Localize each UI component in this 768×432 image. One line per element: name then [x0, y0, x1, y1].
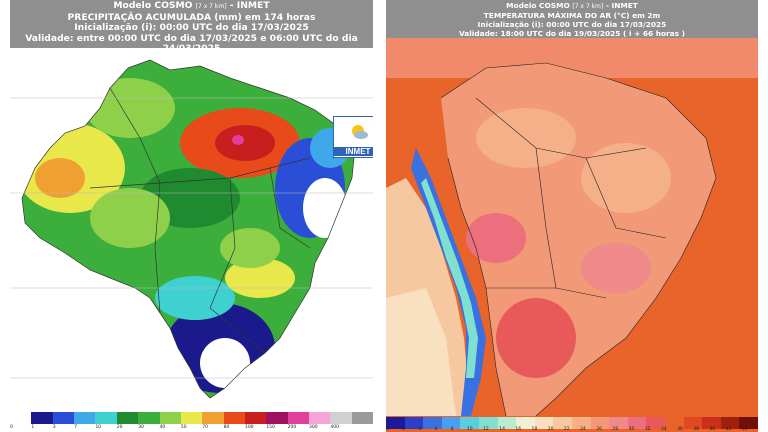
colorbar-tick-label: 8 — [450, 427, 454, 432]
colorbar-tick-label: 14 — [499, 427, 505, 432]
colorbar-swatch — [739, 417, 758, 429]
colorbar-swatch — [31, 412, 53, 424]
colorbar-tick-label: 10 — [466, 427, 473, 432]
colorbar-tick-label: 30 — [138, 425, 144, 430]
colorbar-swatch — [460, 417, 479, 429]
colorbar-swatch — [74, 412, 96, 424]
colorbar-tick-label: 40 — [159, 425, 166, 430]
precipitation-map-panel: Modelo COSMO [7 x 7 km] - INMET PRECIPIT… — [10, 0, 373, 432]
inmet-logo: INMET — [333, 116, 373, 158]
temperature-map-header: Modelo COSMO [7 x 7 km] - INMET TEMPERAT… — [386, 0, 758, 39]
colorbar-tick-label: 18 — [531, 427, 538, 432]
colorbar-swatch — [52, 412, 75, 424]
model-title: Modelo COSMO [7 x 7 km] - INMET — [113, 0, 270, 11]
colorbar-tick-label: 50 — [180, 425, 187, 430]
colorbar-swatch — [287, 412, 310, 424]
colorbar-tick-label: 42 — [725, 427, 732, 432]
colorbar-tick-label: 24 — [580, 427, 586, 432]
colorbar-tick-label: 70 — [202, 425, 208, 430]
temperature-map — [386, 38, 758, 416]
colorbar-tick-label: 22 — [563, 427, 570, 432]
colorbar-tick-label: 12 — [483, 427, 489, 432]
colorbar-swatch — [720, 417, 740, 429]
colorbar-swatch — [441, 417, 461, 429]
colorbar-tick-label: 20 — [116, 425, 123, 430]
colorbar-tick-label: 40 — [709, 427, 716, 432]
colorbar-tick-label: 150 — [266, 425, 275, 430]
colorbar-tick-label: 10 — [95, 425, 102, 430]
colorbar-tick-label: 1 — [31, 425, 35, 430]
colorbar-swatch — [223, 412, 245, 424]
colorbar-tick-label: 200 — [287, 425, 297, 430]
precipitation-colorbar — [10, 412, 373, 424]
colorbar-swatch — [95, 412, 117, 424]
colorbar-swatch — [309, 412, 331, 424]
colorbar-tick-label: 30 — [628, 427, 635, 432]
colorbar-tick-label: 6 — [434, 427, 438, 432]
colorbar-swatch — [10, 412, 32, 424]
colorbar-swatch — [330, 412, 352, 424]
colorbar-tick-label: 38 — [693, 427, 699, 432]
validity-line: Validade: 18:00 UTC do dia 19/03/2025 ( … — [458, 29, 686, 38]
colorbar-tick-label: 7 — [74, 425, 77, 430]
initialization-line: Inicialização (i): 00:00 UTC do dia 17/0… — [477, 20, 667, 29]
product-title: TEMPERATURA MÁXIMA DO AR (°C) em 2m — [483, 11, 661, 20]
colorbar-swatch — [116, 412, 139, 424]
colorbar-tick-label: 3 — [52, 425, 56, 430]
temperature-map-panel: Modelo COSMO [7 x 7 km] - INMET TEMPERAT… — [386, 0, 758, 432]
colorbar-tick-label: 100 — [244, 425, 254, 430]
colorbar-tick-label: 400 — [330, 425, 339, 430]
colorbar-swatch — [138, 412, 160, 424]
colorbar-tick-label: 36 — [677, 427, 683, 432]
colorbar-tick-label: 28 — [612, 427, 619, 432]
colorbar-swatch — [683, 417, 703, 429]
colorbar-tick-label — [352, 425, 373, 430]
colorbar-swatch — [702, 417, 721, 429]
colorbar-swatch — [646, 417, 665, 429]
colorbar-tick-label: 80 — [223, 425, 230, 430]
colorbar-swatch — [244, 412, 267, 424]
colorbar-swatch — [553, 417, 572, 429]
colorbar-tick-label: 34 — [660, 427, 667, 432]
colorbar-swatch — [351, 412, 373, 424]
weather-sun-icon — [352, 125, 368, 139]
colorbar-swatch — [516, 417, 535, 429]
colorbar-swatch — [159, 412, 181, 424]
colorbar-swatch — [534, 417, 554, 429]
colorbar-swatch — [266, 412, 288, 424]
colorbar-swatch — [571, 417, 591, 429]
colorbar-swatch — [180, 412, 203, 424]
colorbar-tick-label: 2 — [402, 427, 406, 432]
colorbar-swatch — [423, 417, 442, 429]
colorbar-swatch — [386, 417, 405, 429]
colorbar-tick-label: 4 — [418, 427, 422, 432]
colorbar-swatch — [590, 417, 610, 429]
colorbar-swatch — [664, 417, 684, 429]
colorbar-tick-label: 44 — [741, 427, 748, 432]
initialization-line: Inicialização (i): 00:00 UTC do dia 17/0… — [74, 22, 309, 33]
colorbar-swatch — [404, 417, 424, 429]
colorbar-swatch — [609, 417, 628, 429]
colorbar-tick-label: 0 — [386, 427, 389, 432]
colorbar-tick-label: 26 — [596, 427, 602, 432]
model-title: Modelo COSMO [7 x 7 km] - INMET — [506, 1, 638, 10]
colorbar-tick-label: 300 — [309, 425, 318, 430]
precipitation-map: INMET — [10, 48, 373, 410]
precipitation-map-header: Modelo COSMO [7 x 7 km] - INMET PRECIPIT… — [10, 0, 373, 54]
product-title: PRECIPITAÇÃO ACUMULADA (mm) em 174 horas — [67, 11, 316, 23]
colorbar-tick-label: 0 — [10, 425, 13, 430]
colorbar-swatch — [627, 417, 647, 429]
colorbar-swatch — [478, 417, 498, 429]
colorbar-tick-label: 32 — [644, 427, 651, 432]
temperature-colorbar-ticks: 0 2 4 6 8 10 12 14 16 18 20 22 24 26 28 30 32 34 36 38 40 42 4… — [386, 427, 758, 432]
colorbar-tick-label: 16 — [515, 427, 522, 432]
colorbar-tick-label: 20 — [547, 427, 554, 432]
precipitation-colorbar-ticks: 0 1 3 7 10 20 30 40 50 70 80 100 150 200 300 400 — [10, 425, 373, 430]
colorbar-swatch — [497, 417, 517, 429]
colorbar-swatch — [202, 412, 224, 424]
temperature-colorbar — [386, 417, 758, 429]
